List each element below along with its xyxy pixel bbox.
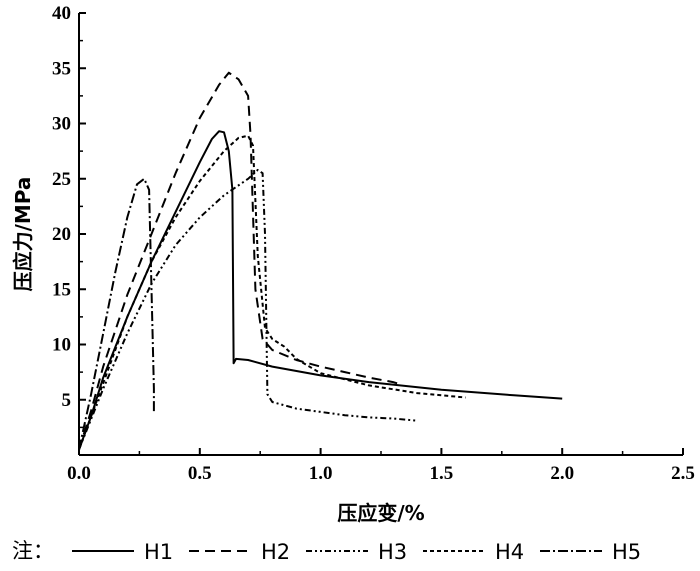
series-h5-line — [78, 177, 155, 450]
series-h1-line — [78, 130, 563, 450]
series-h4-line — [78, 134, 466, 450]
y-axis-title: 压应力/MPa — [11, 177, 35, 292]
series-h2-line — [78, 71, 401, 450]
plot-area: 0.0 0.5 1.0 1.5 2.0 2.5 5 10 15 20 25 30 35 40 — [52, 3, 695, 484]
x-tick-label: 0.0 — [67, 463, 91, 484]
y-tick-label: 10 — [52, 335, 71, 356]
legend: 注： H1 H2 H3 H4 H5 — [12, 539, 641, 564]
y-tick-label: 35 — [52, 58, 71, 79]
legend-label-h3: H3 — [378, 540, 407, 564]
series-group — [78, 71, 563, 450]
x-tick-label: 2.0 — [550, 463, 574, 484]
y-tick-label: 25 — [52, 169, 71, 190]
legend-label-h1: H1 — [144, 540, 173, 564]
y-tick-label: 30 — [52, 114, 71, 135]
legend-label-h4: H4 — [495, 540, 524, 564]
legend-label-h2: H2 — [261, 540, 290, 564]
y-tick-label: 20 — [52, 224, 71, 245]
x-tick-label: 0.5 — [188, 463, 212, 484]
x-axis-title: 压应变/% — [337, 501, 424, 525]
x-tick-label: 1.5 — [430, 463, 454, 484]
x-axis-ticks: 0.0 0.5 1.0 1.5 2.0 2.5 — [67, 448, 695, 484]
y-tick-label: 5 — [62, 390, 72, 411]
legend-label-h5: H5 — [612, 540, 641, 564]
legend-prefix: 注： — [12, 539, 54, 563]
x-tick-label: 1.0 — [309, 463, 333, 484]
y-axis-ticks: 5 10 15 20 25 30 35 40 — [52, 3, 86, 429]
x-tick-label: 2.5 — [671, 463, 695, 484]
y-tick-label: 15 — [52, 279, 71, 300]
y-tick-label: 40 — [52, 3, 71, 24]
